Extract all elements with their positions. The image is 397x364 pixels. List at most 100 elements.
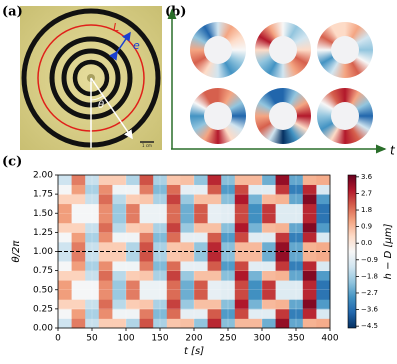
heatmap-cell — [112, 232, 127, 243]
heatmap-cell — [302, 308, 317, 319]
heatmap-cell — [248, 222, 263, 233]
heatmap-cell — [248, 280, 263, 291]
heatmap-cell — [139, 318, 154, 329]
heatmap-cell — [302, 175, 317, 185]
snapshot-ring — [317, 88, 373, 144]
heatmap-cell — [153, 318, 168, 329]
colorbar-tick-label: −3.6 — [361, 306, 379, 314]
heatmap-cell — [302, 232, 317, 243]
heatmap-cell — [85, 270, 100, 281]
heatmap-cell — [207, 184, 222, 195]
heatmap-cell — [207, 280, 222, 291]
heatmap-cell — [126, 232, 140, 243]
heatmap-cell — [180, 299, 195, 310]
panel-label: (a) — [2, 5, 23, 20]
heatmap-cell — [248, 308, 263, 319]
heatmap-cell — [207, 318, 222, 329]
heatmap-cell — [112, 289, 127, 300]
heatmap-cell — [248, 175, 263, 185]
heatmap-cell — [85, 175, 100, 185]
time-axis-label: t — [390, 144, 396, 158]
heatmap-cell — [139, 203, 154, 214]
y-tick-label: 1.25 — [33, 228, 53, 238]
heatmap-cell — [302, 318, 317, 329]
heatmap-cell — [234, 299, 249, 310]
heatmap-cell — [248, 213, 263, 224]
heatmap-cell — [275, 280, 290, 291]
colorbar-tick-label: 0.0 — [361, 239, 372, 247]
heatmap-cell — [139, 261, 154, 272]
heatmap-cell — [194, 318, 208, 329]
heatmap-cell — [262, 299, 276, 310]
colorbar-tick-label: 3.6 — [361, 173, 373, 181]
heatmap-cell — [180, 289, 195, 300]
heatmap-cell — [166, 222, 181, 233]
colorbar-tick-label: −1.8 — [361, 272, 378, 280]
heatmap-cell — [153, 251, 168, 262]
heatmap-cell — [98, 184, 113, 195]
heatmap-cell — [58, 213, 72, 224]
heatmap-cell — [289, 241, 304, 252]
heatmap-cell — [180, 222, 195, 233]
heatmap-cell — [289, 184, 304, 195]
heatmap-cell — [98, 203, 113, 214]
heatmap-cell — [85, 251, 100, 262]
heatmap-cell — [302, 280, 317, 291]
heatmap-cell — [289, 280, 304, 291]
colorbar-tick-label: −0.9 — [361, 256, 378, 264]
heatmap-cell — [153, 270, 168, 281]
x-tick-label: 100 — [117, 334, 134, 344]
length-label: L — [113, 21, 119, 34]
heatmap-cell — [112, 203, 127, 214]
heatmap-cell — [112, 194, 127, 205]
heatmap-cell — [316, 261, 331, 272]
x-tick-label: 250 — [219, 334, 236, 344]
x-tick-label: 150 — [151, 334, 168, 344]
heatmap-cell — [207, 175, 222, 185]
heatmap-cell — [221, 289, 236, 300]
heatmap-cell — [221, 232, 236, 243]
heatmap-cell — [126, 203, 140, 214]
heatmap-cell — [194, 184, 208, 195]
heatmap-cell — [139, 289, 154, 300]
heatmap-cell — [166, 184, 181, 195]
heatmap-cell — [98, 232, 113, 243]
heatmap-cell — [248, 270, 263, 281]
heatmap-cell — [139, 175, 154, 185]
heatmap-cell — [126, 280, 140, 291]
heatmap-cell — [234, 184, 249, 195]
heatmap-cell — [289, 261, 304, 272]
heatmap-cell — [153, 280, 168, 291]
heatmap-cell — [180, 175, 195, 185]
heatmap-cell — [153, 261, 168, 272]
heatmap-cell — [234, 203, 249, 214]
heatmap-cell — [316, 232, 331, 243]
heatmap-cell — [289, 203, 304, 214]
heatmap-cell — [221, 213, 236, 224]
heatmap-cell — [153, 222, 168, 233]
heatmap-cell — [316, 289, 331, 300]
x-tick-label: 350 — [287, 334, 304, 344]
heatmap-cell — [98, 280, 113, 291]
heatmap-cell — [234, 308, 249, 319]
heatmap-cell — [221, 194, 236, 205]
heatmap-cell — [262, 194, 276, 205]
heatmap-cell — [180, 213, 195, 224]
snapshot-ring — [190, 22, 246, 78]
heatmap-cell — [126, 184, 140, 195]
heatmap-cell — [316, 251, 331, 262]
heatmap-cell — [275, 299, 290, 310]
heatmap-cell — [234, 222, 249, 233]
heatmap-cell — [58, 232, 72, 243]
heatmap-cell — [139, 222, 154, 233]
heatmap-cell — [126, 251, 140, 262]
heatmap-cell — [234, 280, 249, 291]
heatmap-cell — [58, 241, 72, 252]
heatmap-cell — [302, 184, 317, 195]
heatmap-cell — [289, 251, 304, 262]
heatmap-cell — [248, 194, 263, 205]
heatmap-cell — [221, 222, 236, 233]
heatmap-cell — [166, 318, 181, 329]
heatmap-cell — [98, 270, 113, 281]
heatmap-cell — [194, 213, 208, 224]
